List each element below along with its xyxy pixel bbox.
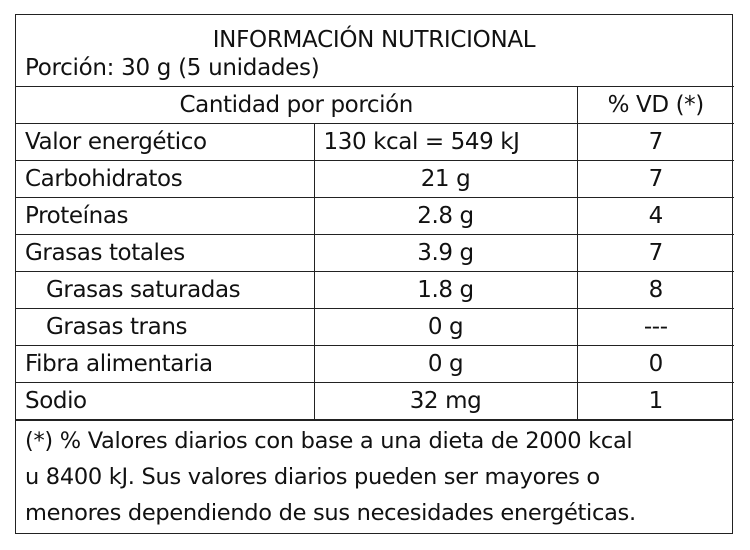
table-row: Carbohidratos 21 g 7 bbox=[16, 160, 734, 198]
nutrient-dv: 8 bbox=[576, 271, 734, 309]
nutrient-dv: --- bbox=[576, 308, 734, 346]
portion-size: Porción: 30 g (5 unidades) bbox=[25, 55, 320, 81]
nutrient-amount: 2.8 g bbox=[313, 197, 578, 235]
nutrient-name: Grasas saturadas bbox=[16, 271, 315, 309]
footnote: (*) % Valores diarios con base a una die… bbox=[16, 420, 732, 533]
nutrient-name: Grasas trans bbox=[16, 308, 315, 346]
table-row: Grasas saturadas 1.8 g 8 bbox=[16, 271, 734, 309]
footnote-line: (*) % Valores diarios con base a una die… bbox=[25, 428, 633, 454]
nutrient-dv: 0 bbox=[576, 345, 734, 383]
table-header-row: Cantidad por porción % VD (*) bbox=[16, 86, 734, 124]
nutrient-dv: 7 bbox=[576, 234, 734, 272]
nutrient-amount: 130 kcal = 549 kJ bbox=[313, 123, 578, 161]
footnote-line: menores dependiendo de sus necesidades e… bbox=[25, 500, 636, 526]
nutrient-name: Fibra alimentaria bbox=[16, 345, 315, 383]
nutrient-amount: 0 g bbox=[313, 308, 578, 346]
table-row: Grasas totales 3.9 g 7 bbox=[16, 234, 734, 272]
footnote-line: u 8400 kJ. Sus valores diarios pueden se… bbox=[25, 464, 600, 490]
table-row: Valor energético 130 kcal = 549 kJ 7 bbox=[16, 123, 734, 161]
amount-per-portion-header: Cantidad por porción bbox=[16, 86, 578, 124]
nutrient-dv: 4 bbox=[576, 197, 734, 235]
nutrient-amount: 21 g bbox=[313, 160, 578, 198]
nutrient-name: Proteínas bbox=[16, 197, 315, 235]
table-row: Fibra alimentaria 0 g 0 bbox=[16, 345, 734, 383]
nutrient-name: Grasas totales bbox=[16, 234, 315, 272]
daily-value-header: % VD (*) bbox=[576, 86, 734, 124]
nutrient-amount: 32 mg bbox=[313, 382, 578, 420]
nutrition-table: Cantidad por porción % VD (*) Valor ener… bbox=[16, 86, 734, 420]
nutrient-dv: 1 bbox=[576, 382, 734, 420]
nutrient-amount: 1.8 g bbox=[313, 271, 578, 309]
nutrient-name: Carbohidratos bbox=[16, 160, 315, 198]
table-row: Grasas trans 0 g --- bbox=[16, 308, 734, 346]
nutrient-dv: 7 bbox=[576, 123, 734, 161]
nutrient-amount: 3.9 g bbox=[313, 234, 578, 272]
nutrient-dv: 7 bbox=[576, 160, 734, 198]
nutrient-amount: 0 g bbox=[313, 345, 578, 383]
nutrition-facts-label: INFORMACIÓN NUTRICIONAL Porción: 30 g (5… bbox=[15, 14, 734, 534]
nutrient-name: Sodio bbox=[16, 382, 315, 420]
table-row: Sodio 32 mg 1 bbox=[16, 382, 734, 420]
label-title: INFORMACIÓN NUTRICIONAL bbox=[212, 27, 536, 53]
nutrient-name: Valor energético bbox=[16, 123, 315, 161]
table-row: Proteínas 2.8 g 4 bbox=[16, 197, 734, 235]
